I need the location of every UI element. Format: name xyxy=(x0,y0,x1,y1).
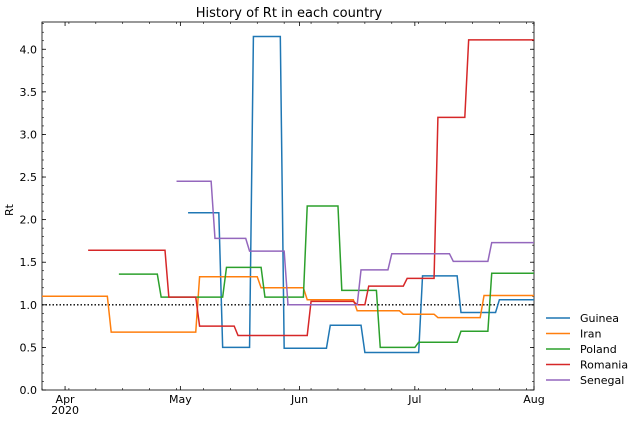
series-line-romania xyxy=(88,39,534,337)
series-line-iran xyxy=(42,275,534,333)
y-axis-label: Rt xyxy=(3,203,16,216)
legend: Guinea Iran Poland Romania Senegal xyxy=(546,312,628,387)
axes-frame xyxy=(41,21,535,391)
chart-title: History of Rt in each country xyxy=(196,6,383,21)
series-line-guinea xyxy=(188,35,534,354)
y-tick-label: 4.0 xyxy=(20,43,38,56)
y-tick-label: 3.0 xyxy=(20,128,38,141)
y-tick-label: 2.5 xyxy=(20,171,38,184)
x-tick-label: Apr xyxy=(56,393,76,406)
series-line-poland xyxy=(118,205,534,349)
y-tick-label: 0.5 xyxy=(20,341,38,354)
legend-label-guinea: Guinea xyxy=(580,312,619,325)
y-tick-label: 1.0 xyxy=(20,299,38,312)
x-tick-label: Aug xyxy=(523,393,544,406)
y-tick-label: 2.0 xyxy=(20,214,38,227)
legend-label-poland: Poland xyxy=(580,343,617,356)
y-tick-label: 0.0 xyxy=(20,384,38,397)
legend-label-romania: Romania xyxy=(580,359,628,372)
legend-label-iran: Iran xyxy=(580,328,602,341)
x-tick-label: Jul xyxy=(407,393,421,406)
x-tick-label: May xyxy=(169,393,192,406)
y-tick-label: 3.5 xyxy=(20,86,38,99)
y-tick-label: 1.5 xyxy=(20,256,38,269)
series-line-senegal xyxy=(176,180,534,306)
x-tick-label: Jun xyxy=(290,393,308,406)
x-tick-sublabel: 2020 xyxy=(51,404,79,417)
legend-label-senegal: Senegal xyxy=(580,374,624,387)
